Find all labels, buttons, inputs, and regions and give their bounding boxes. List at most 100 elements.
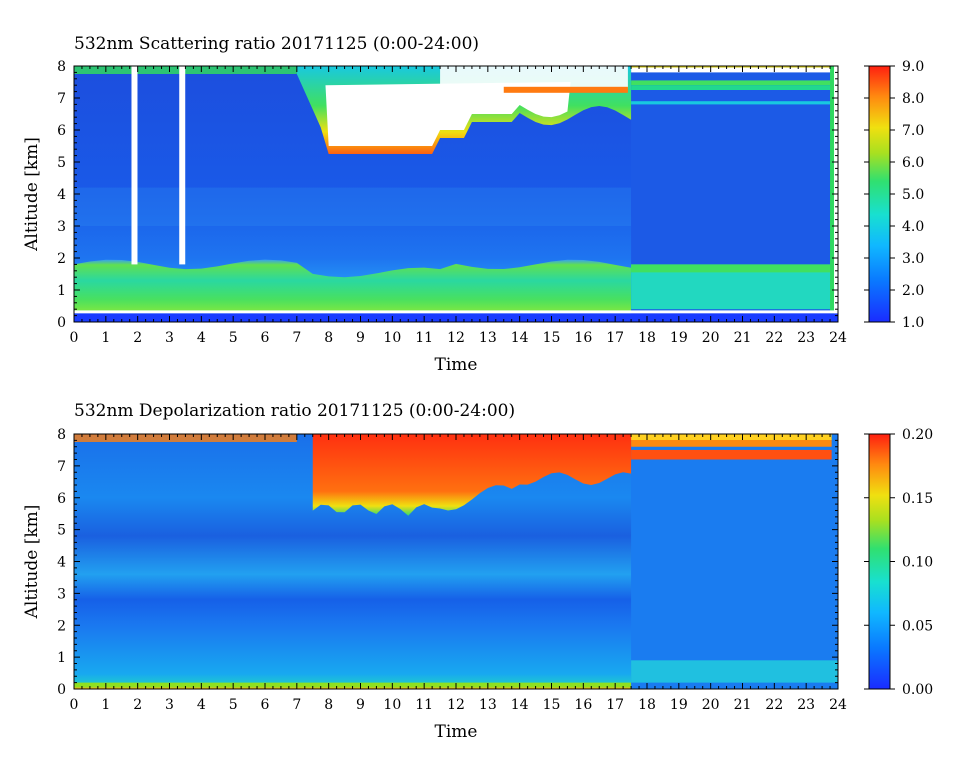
surface-line [74,310,838,314]
x-tick-label: 4 [197,697,206,713]
x-tick-label: 13 [479,330,497,346]
saturated-column-1 [179,66,186,265]
x-tick-label: 17 [606,330,624,346]
boundary-layer [74,259,632,313]
high-depol-layer [631,449,832,460]
colorbar-tick-label: 8.0 [902,91,924,107]
x-tick-label: 3 [165,330,174,346]
y-tick-label: 4 [57,555,66,571]
colorbar-tick-label: 1.0 [902,315,924,331]
panel-depolarization-ratio: 532nm Depolarization ratio 20171125 (0:0… [22,401,933,742]
x-tick-label: 13 [479,697,497,713]
x-tick-label: 2 [133,697,142,713]
x-tick-label: 4 [197,330,206,346]
heatmap-plot-area [74,434,838,689]
top-noise-strip [74,434,297,442]
x-tick-label: 8 [324,330,333,346]
averaged-bl-top [631,264,832,273]
chart-title: 532nm Scattering ratio 20171125 (0:00-24… [74,34,479,54]
averaged-layer-2 [631,80,832,86]
panel-scattering-ratio: 532nm Scattering ratio 20171125 (0:00-24… [22,34,924,375]
x-tick-label: 19 [670,330,688,346]
x-tick-label: 15 [543,697,561,713]
x-tick-label: 5 [229,697,238,713]
y-tick-label: 6 [57,123,66,139]
y-tick-label: 7 [57,459,66,475]
colorbar-tick-label: 7.0 [902,123,924,139]
x-tick-label: 3 [165,697,174,713]
y-tick-label: 3 [57,219,66,235]
y-tick-label: 2 [57,251,66,267]
x-tick-label: 0 [70,697,79,713]
x-axis-label: Time [435,722,478,742]
x-tick-label: 0 [70,330,79,346]
x-tick-label: 18 [638,330,656,346]
x-tick-label: 11 [415,330,433,346]
colorbar-tick-label: 2.0 [902,283,924,299]
x-tick-label: 23 [797,330,815,346]
y-tick-label: 1 [57,283,66,299]
y-tick-label: 5 [57,155,66,171]
x-tick-label: 19 [670,697,688,713]
chart-title: 532nm Depolarization ratio 20171125 (0:0… [74,401,515,421]
x-tick-label: 16 [574,330,592,346]
x-tick-label: 9 [356,330,365,346]
top-strip [631,434,832,440]
x-tick-label: 12 [447,697,465,713]
x-tick-label: 7 [292,697,301,713]
x-tick-label: 9 [356,697,365,713]
y-tick-label: 0 [57,315,66,331]
upper-depol-layer [631,438,832,447]
x-tick-label: 20 [702,697,720,713]
x-tick-label: 14 [511,330,529,346]
cloud-top-saturated [440,66,628,89]
top-noise-strip [74,66,297,74]
colorbar-tick-label: 5.0 [902,187,924,203]
x-tick-label: 1 [101,697,110,713]
y-tick-label: 8 [57,427,66,443]
x-tick-label: 15 [543,330,561,346]
heatmap-plot-area [74,66,838,322]
y-tick-label: 1 [57,650,66,666]
saturated-column-0 [131,66,138,265]
y-axis: 0 1 2 3 4 5 6 7 8 [57,427,838,698]
y-tick-label: 0 [57,682,66,698]
x-tick-label: 10 [383,697,401,713]
colorbar-tick-label: 0.15 [902,491,933,507]
colorbar-tick-label: 6.0 [902,155,924,171]
x-tick-label: 10 [383,330,401,346]
x-axis: 0 1 2 3 4 5 6 7 8 9 10 11 12 13 14 15 16 17 18 19 20 21 22 23 24 [70,434,847,713]
cloud-core-saturated [325,82,571,146]
colorbar: 0.00 0.05 0.10 0.15 0.20 [864,427,933,698]
x-tick-label: 1 [101,330,110,346]
x-tick-label: 6 [261,330,270,346]
y-axis: 0 1 2 3 4 5 6 7 8 [57,59,838,331]
y-tick-label: 7 [57,91,66,107]
y-tick-label: 5 [57,523,66,539]
colorbar-tick-label: 3.0 [902,251,924,267]
x-tick-label: 24 [829,330,847,346]
cloud-top-edge [503,86,628,93]
colorbar-tick-label: 4.0 [902,219,924,235]
y-tick-label: 4 [57,187,66,203]
x-tick-label: 24 [829,697,847,713]
y-axis-label: Altitude [km] [22,505,42,620]
x-tick-label: 21 [734,697,752,713]
averaged-layer-3 [631,85,832,90]
x-tick-label: 18 [638,697,656,713]
x-tick-label: 5 [229,330,238,346]
x-tick-label: 8 [324,697,333,713]
colorbar-tick-label: 0.05 [902,618,933,634]
colorbar-gradient [868,65,891,323]
x-tick-label: 23 [797,697,815,713]
y-tick-label: 8 [57,59,66,75]
y-tick-label: 6 [57,491,66,507]
x-axis: 0 1 2 3 4 5 6 7 8 9 10 11 12 13 14 15 16 17 18 19 20 21 22 23 24 [70,66,847,346]
cloud-depol [312,434,632,516]
averaged-layer-0 [631,66,832,68]
y-tick-label: 2 [57,618,66,634]
colorbar-tick-label: 9.0 [902,59,924,75]
x-tick-label: 22 [765,330,783,346]
colorbar: 1.0 2.0 3.0 4.0 5.0 6.0 7.0 8.0 9.0 [864,59,924,331]
